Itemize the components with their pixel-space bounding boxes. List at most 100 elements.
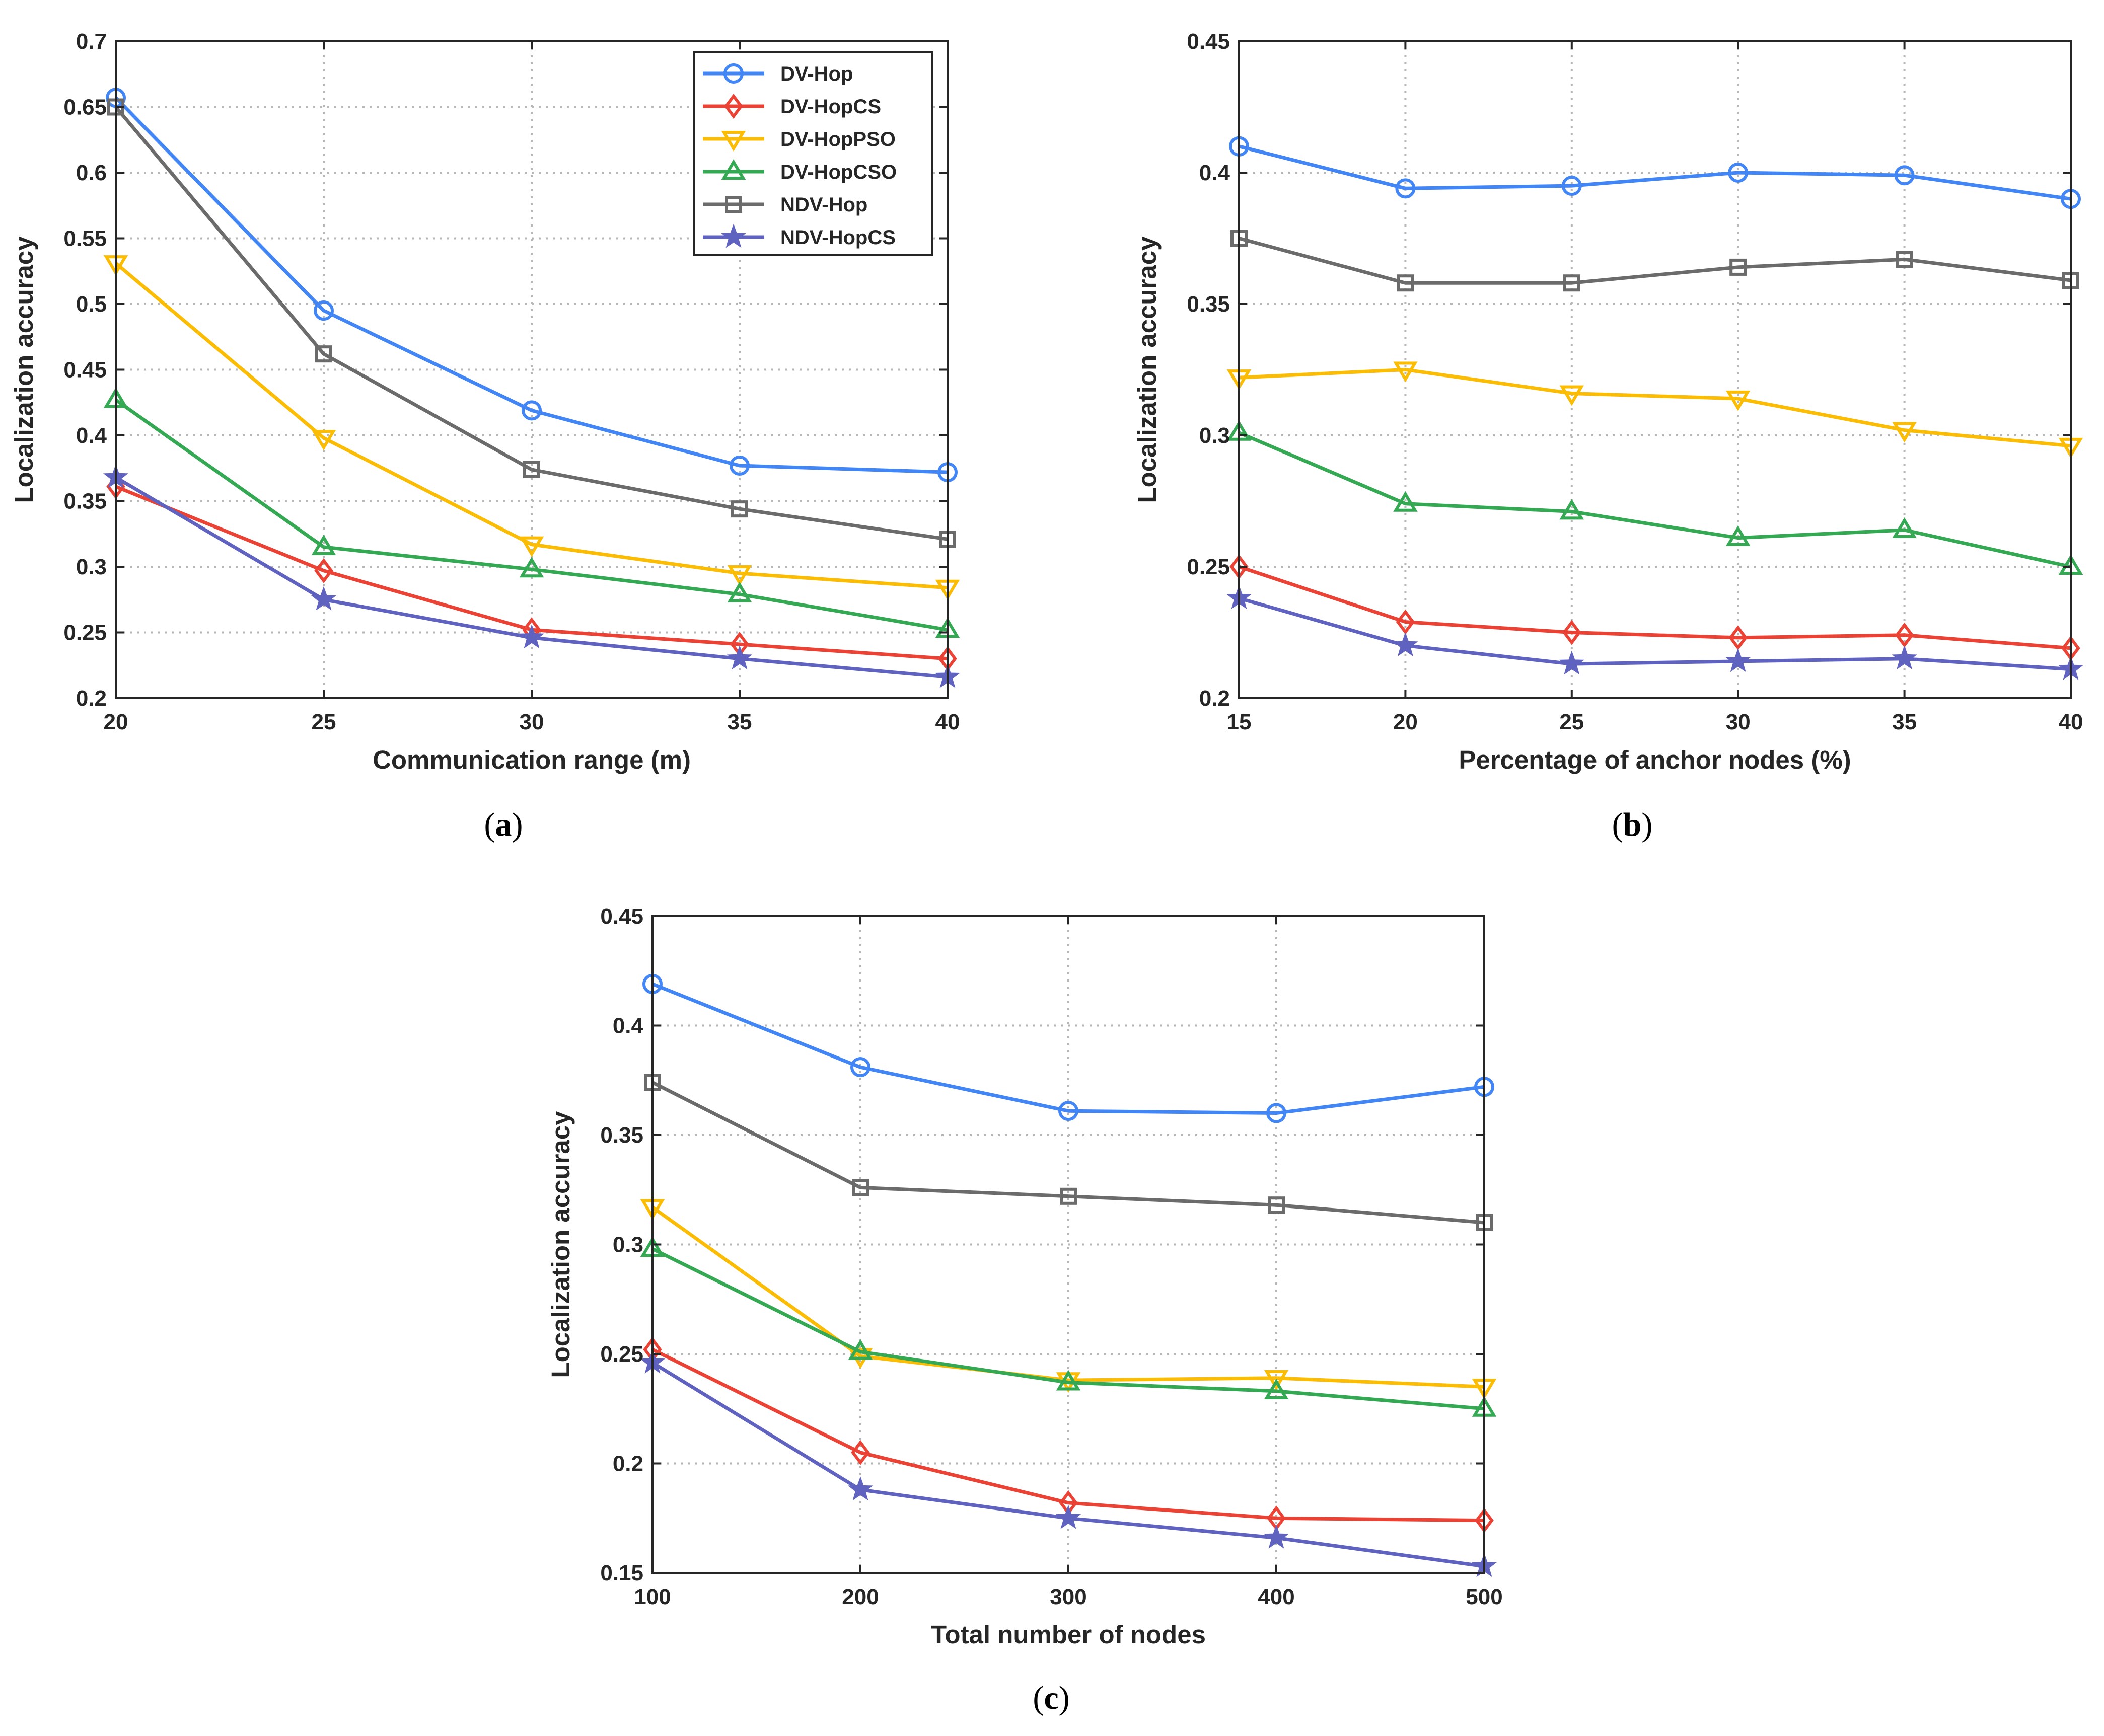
series-dv-hoppso bbox=[1226, 361, 2083, 459]
series-dv-hopcso bbox=[640, 1236, 1497, 1417]
legend-item-ndv-hop: NDV-Hop bbox=[703, 194, 867, 216]
data-point-dv-hoppso bbox=[1725, 390, 1751, 411]
y-tick-label: 0.25 bbox=[63, 621, 107, 645]
data-point-dv-hopcs bbox=[1728, 625, 1748, 650]
x-tick-label: 25 bbox=[312, 710, 336, 734]
data-point-dv-hopcso bbox=[1264, 1379, 1289, 1399]
data-point-ndv-hop bbox=[1729, 258, 1747, 276]
data-point-dv-hopcs bbox=[1895, 622, 1914, 648]
legend-marker bbox=[723, 63, 744, 84]
data-point-dv-hop bbox=[1395, 178, 1416, 199]
data-point-ndv-hop bbox=[1896, 251, 1913, 268]
plot-area bbox=[1239, 41, 2071, 698]
data-point-ndv-hopcs bbox=[1393, 632, 1418, 656]
data-point-ndv-hopcs bbox=[1725, 648, 1751, 672]
data-point-ndv-hopcs bbox=[847, 1476, 874, 1501]
legend-label: DV-HopCSO bbox=[780, 161, 897, 183]
y-tick-label: 0.45 bbox=[600, 904, 643, 929]
data-point-dv-hoppso bbox=[519, 536, 544, 557]
y-tick-label: 0.2 bbox=[76, 686, 107, 711]
data-point-ndv-hopcs bbox=[1559, 650, 1584, 675]
legend-item-dv-hopcso: DV-HopCSO bbox=[703, 159, 897, 183]
x-tick-label: 300 bbox=[1050, 1584, 1086, 1609]
series-line-dv-hopcso bbox=[114, 398, 948, 632]
series-line-dv-hoppso bbox=[651, 1205, 1485, 1389]
y-tick-label: 0.35 bbox=[1187, 292, 1230, 317]
y-tick-label: 0.5 bbox=[76, 292, 107, 317]
series-line-ndv-hop bbox=[651, 1081, 1485, 1225]
y-tick-label: 0.45 bbox=[63, 358, 107, 383]
y-tick-label: 0.3 bbox=[1199, 423, 1230, 448]
y-tick-label: 0.65 bbox=[63, 95, 107, 120]
x-tick-label: 25 bbox=[1559, 710, 1584, 734]
y-axis-label: Localization accuracy bbox=[10, 236, 38, 503]
y-tick-label: 0.25 bbox=[600, 1342, 643, 1367]
x-tick-label: 400 bbox=[1258, 1584, 1294, 1609]
data-point-dv-hop bbox=[850, 1057, 870, 1078]
series-line-dv-hop bbox=[114, 96, 948, 474]
y-tick-label: 0.35 bbox=[63, 489, 107, 514]
data-point-dv-hoppso bbox=[1892, 422, 1917, 443]
legend-label: DV-Hop bbox=[780, 63, 853, 85]
legend-label: NDV-HopCS bbox=[780, 227, 896, 249]
data-point-ndv-hopcs bbox=[1055, 1504, 1081, 1529]
y-axis-label: Localization accuracy bbox=[1133, 236, 1162, 503]
legend-item-dv-hop: DV-Hop bbox=[703, 63, 853, 85]
y-tick-label: 0.7 bbox=[76, 29, 107, 54]
data-point-dv-hopcso bbox=[1559, 499, 1584, 520]
series-line-ndv-hopcs bbox=[1239, 596, 2071, 671]
data-point-dv-hopcs bbox=[851, 1440, 870, 1465]
y-tick-label: 0.55 bbox=[63, 227, 107, 251]
y-tick-label: 0.2 bbox=[613, 1452, 643, 1476]
data-point-dv-hop bbox=[730, 456, 750, 476]
legend-marker bbox=[721, 159, 746, 180]
data-point-dv-hopcso bbox=[1892, 517, 1917, 538]
series-line-dv-hop bbox=[651, 982, 1485, 1115]
data-point-dv-hop bbox=[314, 300, 334, 321]
y-tick-label: 0.25 bbox=[1187, 555, 1230, 579]
x-tick-label: 20 bbox=[104, 710, 128, 734]
y-tick-label: 0.15 bbox=[600, 1561, 643, 1586]
x-axis-label: Communication range (m) bbox=[373, 745, 691, 774]
legend-marker bbox=[724, 94, 743, 119]
series-line-dv-hopcs bbox=[1238, 565, 2071, 650]
legend-item-ndv-hopcs: NDV-HopCS bbox=[703, 223, 896, 249]
x-axis-label: Total number of nodes bbox=[931, 1620, 1206, 1649]
data-point-dv-hopcso bbox=[1725, 525, 1751, 546]
legend-label: DV-HopCS bbox=[780, 96, 881, 118]
x-tick-label: 35 bbox=[1892, 710, 1917, 734]
x-tick-label: 40 bbox=[2059, 710, 2083, 734]
series-line-dv-hopcs bbox=[651, 1348, 1485, 1523]
series-line-dv-hopcso bbox=[1238, 431, 2071, 569]
legend-marker bbox=[720, 223, 747, 248]
legend: DV-Hop DV-HopCS DV-HopPSO DV-HopCSO NDV-Hop N… bbox=[693, 51, 933, 256]
legend-box bbox=[693, 51, 933, 256]
panel-caption: (c) bbox=[1033, 1680, 1069, 1716]
data-point-dv-hoppso bbox=[1559, 385, 1584, 406]
data-point-dv-hoppso bbox=[727, 565, 752, 586]
legend-item-dv-hoppso: DV-HopPSO bbox=[703, 128, 896, 152]
data-point-ndv-hopcs bbox=[1892, 645, 1917, 670]
data-point-ndv-hop bbox=[1563, 274, 1580, 292]
data-point-ndv-hopcs bbox=[519, 624, 545, 649]
data-point-ndv-hopcs bbox=[311, 586, 337, 611]
data-point-dv-hop bbox=[1894, 165, 1915, 186]
legend-marker bbox=[721, 131, 746, 152]
panel-caption: (b) bbox=[1612, 806, 1653, 843]
data-point-ndv-hop bbox=[523, 461, 540, 478]
data-point-dv-hop bbox=[1561, 176, 1582, 196]
series-dv-hopcso bbox=[1226, 420, 2083, 575]
y-tick-label: 0.4 bbox=[76, 423, 107, 448]
panel-caption: (a) bbox=[484, 806, 523, 843]
data-point-dv-hopcso bbox=[848, 1339, 873, 1360]
data-point-ndv-hop bbox=[1268, 1196, 1285, 1214]
plot-frame bbox=[1238, 40, 2072, 699]
data-point-ndv-hop bbox=[1060, 1187, 1077, 1205]
data-point-ndv-hop bbox=[852, 1179, 869, 1196]
data-point-dv-hopcso bbox=[311, 534, 336, 555]
y-tick-label: 0.3 bbox=[76, 555, 107, 579]
data-point-dv-hopcso bbox=[519, 557, 544, 578]
data-point-dv-hopcso bbox=[1056, 1370, 1081, 1391]
x-tick-label: 30 bbox=[1726, 710, 1751, 734]
y-tick-label: 0.4 bbox=[1199, 161, 1230, 185]
